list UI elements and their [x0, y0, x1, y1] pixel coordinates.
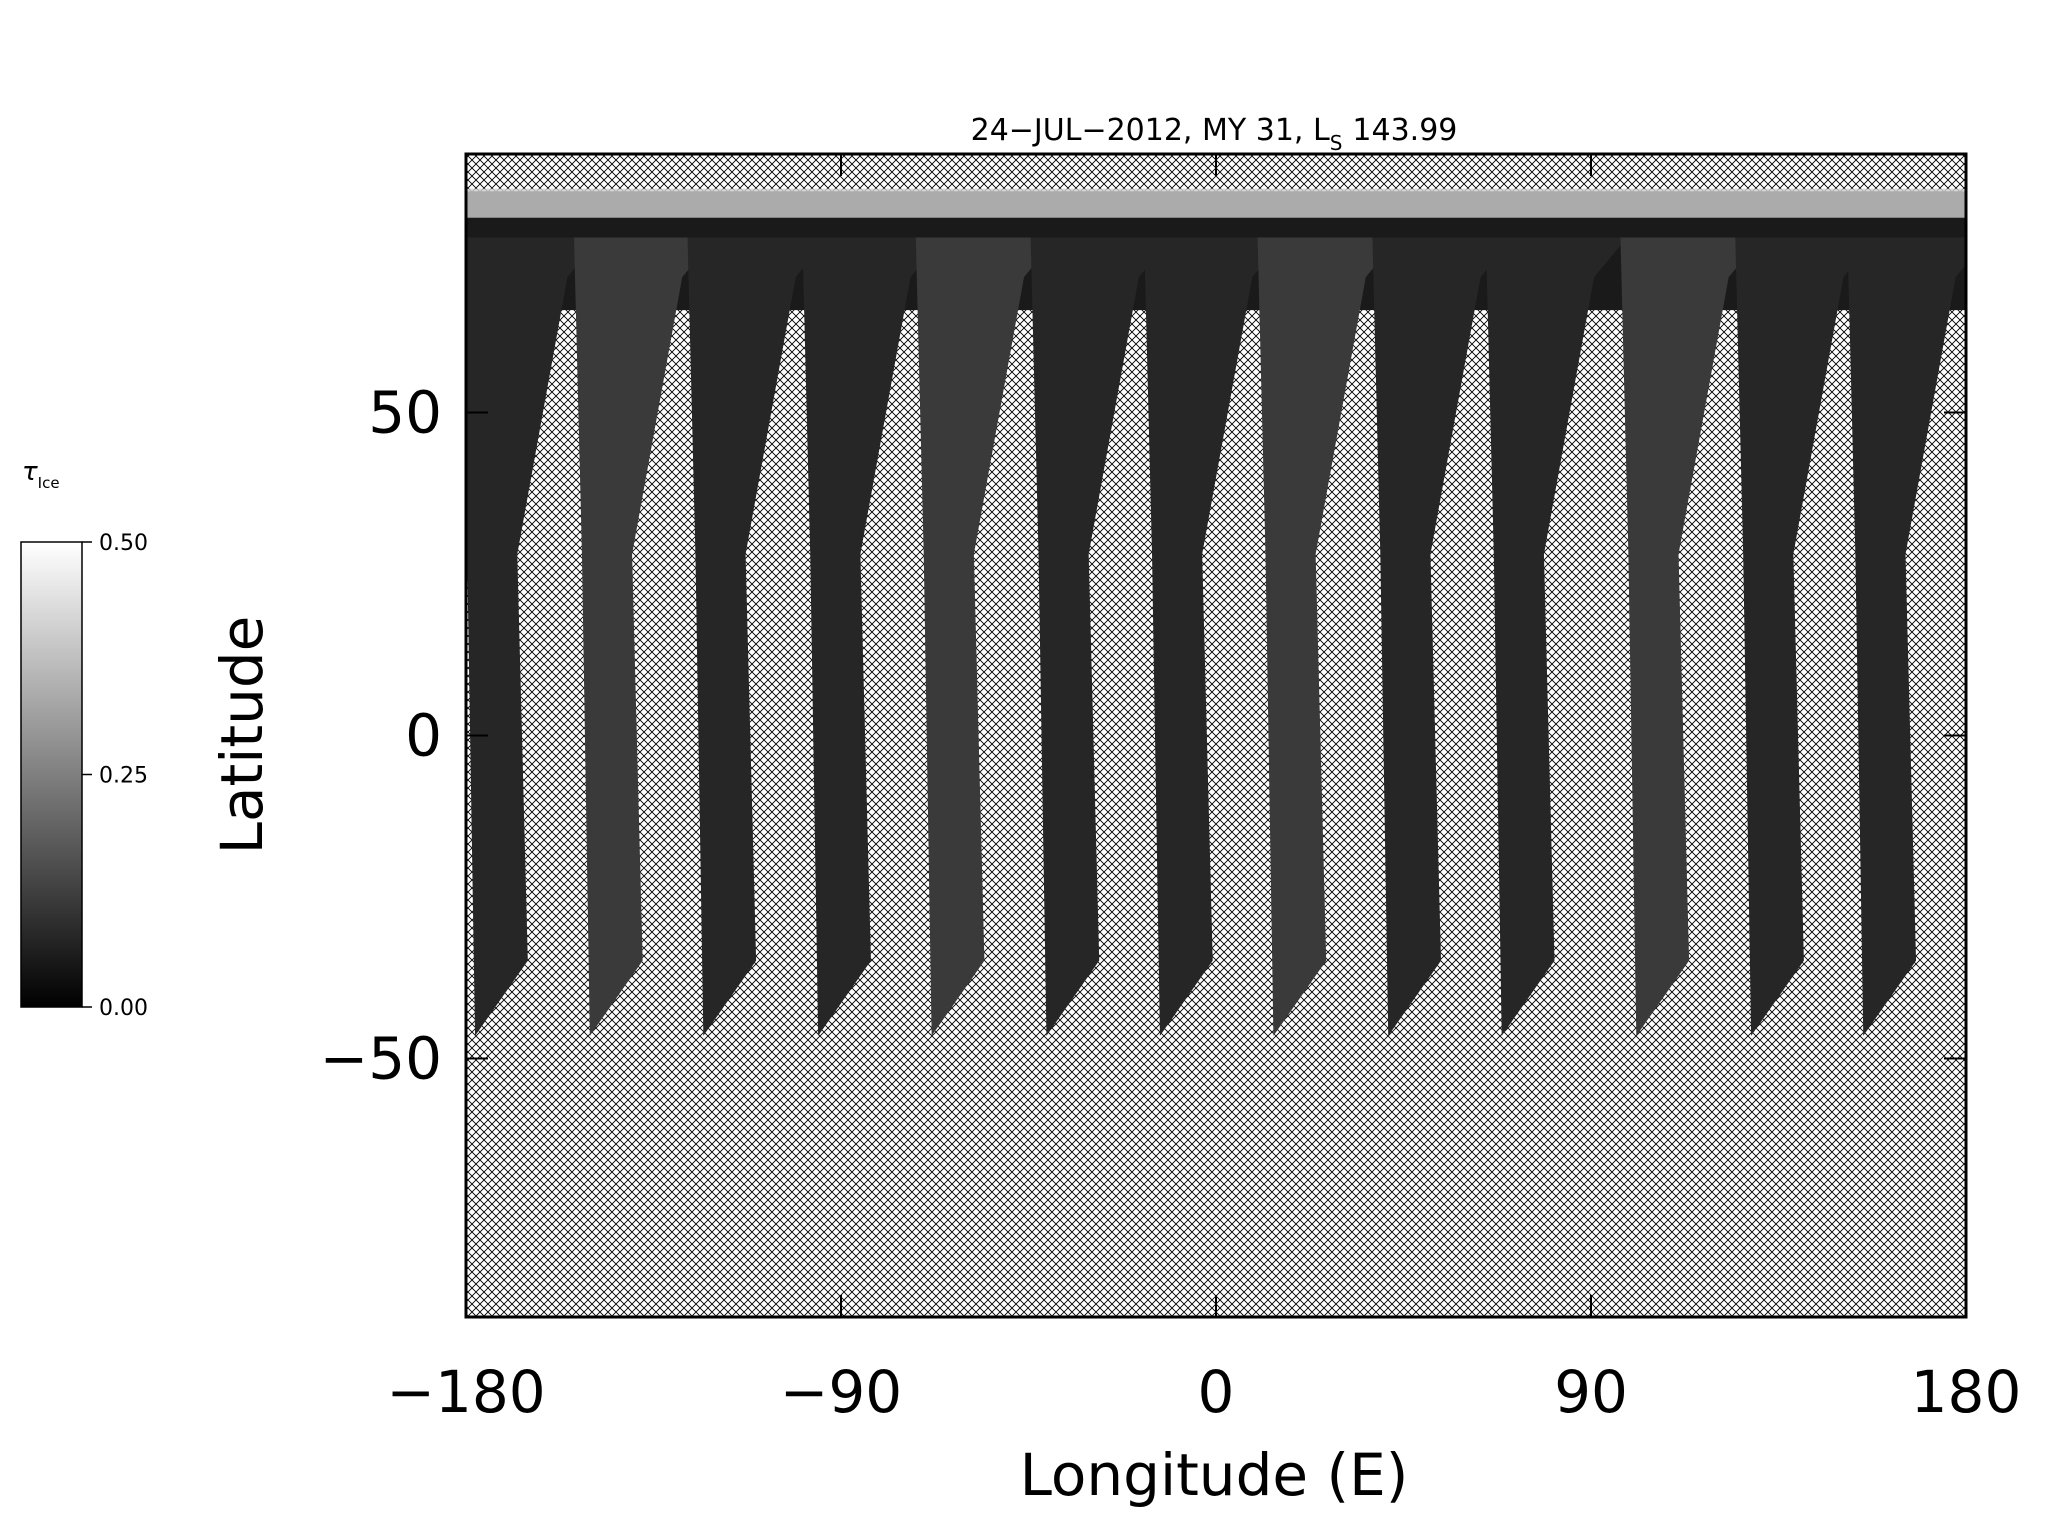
colorbar-subscript: Ice [38, 474, 60, 492]
swath [1620, 237, 1762, 1036]
swath [574, 237, 716, 1036]
x-axis-label: Longitude (E) [1020, 1441, 1409, 1509]
colorbar [20, 541, 83, 1008]
swath [802, 237, 944, 1036]
chart-title: 24−JUL−2012, MY 31, LS 143.99 [971, 113, 1458, 155]
map-area [466, 154, 1966, 1317]
title-subscript: S [1330, 131, 1343, 155]
swath [1030, 237, 1172, 1036]
colorbar-tick-label: 0.50 [99, 531, 148, 556]
colorbar-symbol: τ [22, 457, 38, 487]
swath [1485, 237, 1628, 1036]
x-tick-label: 90 [1554, 1358, 1628, 1426]
y-tick-label: 0 [405, 702, 442, 770]
polar-cloud [466, 188, 1966, 218]
swath [1372, 237, 1514, 1036]
colorbar-tick-label: 0.25 [99, 764, 148, 789]
swath [1847, 237, 1966, 1036]
title-main: 24−JUL−2012, MY 31, L [971, 113, 1330, 148]
x-tick-label: −180 [386, 1358, 545, 1426]
y-axis-label: Latitude [208, 616, 276, 855]
swath [687, 237, 829, 1036]
swath [915, 237, 1057, 1036]
y-tick-label: −50 [320, 1025, 442, 1093]
colorbar-tick-label: 0.00 [99, 996, 148, 1021]
swath [1144, 237, 1286, 1036]
x-tick-label: 0 [1198, 1358, 1235, 1426]
x-tick-label: 180 [1911, 1358, 2022, 1426]
swath [466, 237, 601, 1036]
swath [1735, 237, 1877, 1036]
x-tick-label: −90 [780, 1358, 902, 1426]
y-tick-label: 50 [368, 378, 442, 446]
swath [1257, 237, 1399, 1036]
title-value: 143.99 [1352, 113, 1457, 148]
colorbar-label: τIce [22, 457, 60, 492]
